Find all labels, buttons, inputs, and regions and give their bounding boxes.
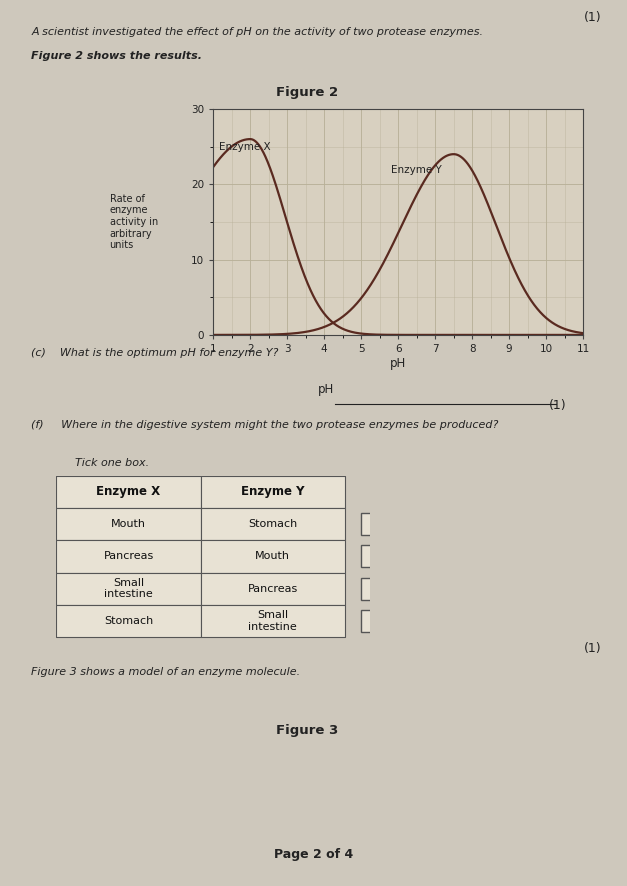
Text: Small
intestine: Small intestine <box>248 610 297 632</box>
FancyBboxPatch shape <box>361 578 389 600</box>
Text: Enzyme X: Enzyme X <box>219 143 270 152</box>
FancyBboxPatch shape <box>56 572 201 605</box>
FancyBboxPatch shape <box>56 476 345 637</box>
FancyBboxPatch shape <box>56 476 201 508</box>
FancyBboxPatch shape <box>361 610 389 632</box>
FancyBboxPatch shape <box>56 508 201 540</box>
Text: Pancreas: Pancreas <box>103 551 154 562</box>
FancyBboxPatch shape <box>201 605 345 637</box>
FancyBboxPatch shape <box>201 476 345 508</box>
FancyBboxPatch shape <box>201 572 345 605</box>
X-axis label: pH: pH <box>390 357 406 369</box>
Text: Page 2 of 4: Page 2 of 4 <box>274 849 353 861</box>
Text: (1): (1) <box>584 12 602 24</box>
FancyBboxPatch shape <box>201 508 345 540</box>
Text: (1): (1) <box>549 400 567 413</box>
Text: (1): (1) <box>584 642 602 656</box>
Text: Stomach: Stomach <box>104 616 153 626</box>
Text: Figure 2: Figure 2 <box>276 86 339 99</box>
FancyBboxPatch shape <box>361 546 389 567</box>
FancyBboxPatch shape <box>56 605 201 637</box>
FancyBboxPatch shape <box>56 540 201 572</box>
Text: A scientist investigated the effect of pH on the activity of two protease enzyme: A scientist investigated the effect of p… <box>31 27 483 36</box>
Text: Figure 3: Figure 3 <box>276 724 339 737</box>
FancyBboxPatch shape <box>361 513 389 535</box>
Text: (f)     Where in the digestive system might the two protease enzymes be produced: (f) Where in the digestive system might … <box>31 420 498 430</box>
Text: Enzyme Y: Enzyme Y <box>241 486 305 499</box>
Text: Enzyme Y: Enzyme Y <box>391 165 441 175</box>
Text: Tick one box.: Tick one box. <box>75 458 150 468</box>
FancyBboxPatch shape <box>201 540 345 572</box>
Text: Mouth: Mouth <box>255 551 290 562</box>
Text: pH: pH <box>319 383 335 395</box>
Text: Pancreas: Pancreas <box>248 584 298 594</box>
Text: Stomach: Stomach <box>248 519 297 529</box>
Text: Figure 2 shows the results.: Figure 2 shows the results. <box>31 51 203 60</box>
Text: Figure 3 shows a model of an enzyme molecule.: Figure 3 shows a model of an enzyme mole… <box>31 667 300 677</box>
Text: Rate of
enzyme
activity in
arbitrary
units: Rate of enzyme activity in arbitrary uni… <box>110 194 158 250</box>
Text: Mouth: Mouth <box>111 519 146 529</box>
Text: (c)    What is the optimum pH for enzyme Y?: (c) What is the optimum pH for enzyme Y? <box>31 348 279 358</box>
Text: Enzyme X: Enzyme X <box>97 486 161 499</box>
Text: Small
intestine: Small intestine <box>104 578 153 600</box>
